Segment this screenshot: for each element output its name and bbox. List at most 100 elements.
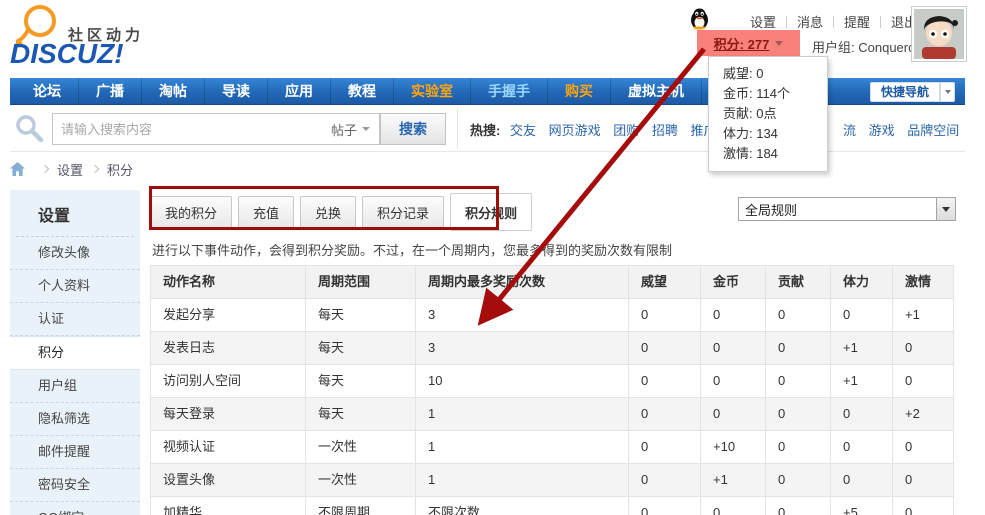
sidebar-item-usergroup[interactable]: 用户组 bbox=[10, 370, 140, 403]
quick-nav-label: 快捷导航 bbox=[869, 82, 940, 102]
site-header: 社区动力 DISCUZ! 设置 消息 提醒 退出 积分: 277 bbox=[0, 0, 985, 172]
cell: +2 bbox=[892, 397, 954, 431]
hot-search-link[interactable]: 流 bbox=[843, 123, 857, 138]
home-icon[interactable] bbox=[10, 162, 25, 176]
cell: 0 bbox=[700, 364, 766, 398]
hot-search-link[interactable]: 游戏 bbox=[868, 123, 895, 138]
sidebar-item-privacy[interactable]: 隐私筛选 bbox=[10, 403, 140, 436]
select-arrow-button[interactable] bbox=[936, 198, 955, 220]
nav-item-apps[interactable]: 应用 bbox=[268, 78, 331, 104]
brand-logo[interactable]: 社区动力 DISCUZ! bbox=[10, 2, 210, 72]
cell: 每天 bbox=[305, 397, 416, 431]
sidebar-item-profile[interactable]: 个人资料 bbox=[10, 270, 140, 303]
cell: 设置头像 bbox=[150, 463, 306, 497]
link-settings[interactable]: 设置 bbox=[750, 15, 777, 30]
rule-scope-value: 全局规则 bbox=[745, 202, 798, 218]
nav-item-handshake[interactable]: 手握手 bbox=[471, 78, 548, 104]
divider bbox=[16, 236, 134, 237]
rule-scope-select[interactable]: 全局规则 bbox=[738, 197, 956, 221]
table-header-row: 动作名称 周期范围 周期内最多奖励次数 威望 金币 贡献 体力 激情 bbox=[150, 265, 954, 299]
cell: 每天 bbox=[305, 364, 416, 398]
breadcrumb: 设置 积分 bbox=[10, 152, 965, 186]
chevron-down-icon bbox=[362, 127, 371, 131]
search-button[interactable]: 搜索 bbox=[380, 113, 446, 145]
cell: 0 bbox=[765, 331, 831, 365]
link-notifications[interactable]: 提醒 bbox=[844, 15, 871, 30]
cell: 3 bbox=[415, 331, 629, 365]
breadcrumb-settings[interactable]: 设置 bbox=[57, 162, 84, 178]
tab-credit-rules[interactable]: 积分规则 bbox=[450, 193, 533, 231]
cell: 0 bbox=[830, 463, 893, 497]
sidebar-item-credits[interactable]: 积分 bbox=[10, 336, 140, 370]
tab-credit-log[interactable]: 积分记录 bbox=[362, 196, 445, 228]
hot-search-link[interactable]: 网页游戏 bbox=[548, 123, 601, 138]
hot-search-link[interactable]: 招聘 bbox=[651, 123, 678, 138]
hot-search-link[interactable]: 团购 bbox=[613, 123, 640, 138]
tab-exchange[interactable]: 兑换 bbox=[300, 196, 357, 228]
tab-recharge[interactable]: 充值 bbox=[238, 196, 295, 228]
cell: 每天 bbox=[305, 331, 416, 365]
sidebar-item-password-security[interactable]: 密码安全 bbox=[10, 469, 140, 502]
quick-nav-button[interactable]: 快捷导航 bbox=[869, 82, 955, 102]
credits-tabs: 我的积分 充值 兑换 积分记录 积分规则 bbox=[150, 192, 538, 236]
stat-passion: 激情: 184 bbox=[723, 146, 778, 161]
nav-item-tutorials[interactable]: 教程 bbox=[331, 78, 394, 104]
cell: 0 bbox=[830, 397, 893, 431]
avatar-image bbox=[914, 9, 964, 59]
cell: 0 bbox=[765, 397, 831, 431]
search-type-select[interactable]: 帖子 bbox=[331, 120, 379, 139]
chevron-down-icon bbox=[942, 206, 950, 212]
qq-icon[interactable] bbox=[690, 8, 709, 30]
cell: 0 bbox=[765, 298, 831, 332]
cell: 0 bbox=[892, 496, 954, 515]
col-stamina: 体力 bbox=[830, 265, 893, 299]
usergroup-row: 用户组: Conqueror bbox=[812, 37, 920, 56]
search-input[interactable] bbox=[53, 121, 331, 137]
credits-link-highlighted[interactable]: 积分: 277 bbox=[697, 30, 800, 56]
cell: 0 bbox=[628, 331, 701, 365]
credits-content: 我的积分 充值 兑换 积分记录 积分规则 全局规则 进行以下事件动作，会得到积分… bbox=[150, 186, 956, 515]
cell: 1 bbox=[415, 430, 629, 464]
rules-description: 进行以下事件动作，会得到积分奖励。不过，在一个周期内，您最多得到的奖励次数有限制 bbox=[152, 243, 673, 258]
breadcrumb-credits[interactable]: 积分 bbox=[107, 162, 134, 178]
nav-item-buy[interactable]: 购买 bbox=[548, 78, 611, 104]
hot-search-link[interactable]: 交友 bbox=[509, 123, 536, 138]
cell: 0 bbox=[628, 364, 701, 398]
nav-item-hosting[interactable]: 虚拟主机 bbox=[611, 78, 702, 104]
sidebar-item-verification[interactable]: 认证 bbox=[10, 303, 140, 336]
cell: 发表日志 bbox=[150, 331, 306, 365]
search-type-value: 帖子 bbox=[331, 122, 358, 138]
hot-search-line-right: 流 游戏 品牌空间 bbox=[843, 120, 968, 139]
nav-item-lab[interactable]: 实验室 bbox=[394, 78, 471, 104]
hot-search-label: 热搜: bbox=[470, 123, 501, 138]
breadcrumb-separator bbox=[90, 164, 100, 174]
table-row: 视频认证 一次性 1 0 +10 0 0 0 bbox=[150, 430, 954, 464]
table-row: 加精华 不限周期 不限次数 0 0 0 +5 0 bbox=[150, 496, 954, 515]
cell: 0 bbox=[628, 397, 701, 431]
link-messages[interactable]: 消息 bbox=[797, 15, 824, 30]
search-icon bbox=[16, 115, 44, 143]
nav-item-guide[interactable]: 导读 bbox=[205, 78, 268, 104]
avatar[interactable] bbox=[911, 6, 967, 62]
cell: +1 bbox=[700, 463, 766, 497]
credits-dropdown-panel: 威望: 0 金币: 114个 贡献: 0点 体力: 134 激情: 184 bbox=[708, 56, 828, 172]
cell: 0 bbox=[765, 463, 831, 497]
nav-item-collections[interactable]: 淘帖 bbox=[142, 78, 205, 104]
col-action: 动作名称 bbox=[150, 265, 306, 299]
cell: 0 bbox=[830, 430, 893, 464]
quick-nav-dropdown[interactable] bbox=[940, 82, 955, 102]
cell: 3 bbox=[415, 298, 629, 332]
tab-my-credits[interactable]: 我的积分 bbox=[150, 196, 233, 228]
cell: +5 bbox=[830, 496, 893, 515]
nav-item-broadcast[interactable]: 广播 bbox=[79, 78, 142, 104]
sidebar-item-avatar[interactable]: 修改头像 bbox=[10, 237, 140, 270]
cell: 0 bbox=[700, 397, 766, 431]
sidebar-item-email-notify[interactable]: 邮件提醒 bbox=[10, 436, 140, 469]
col-max-rewards: 周期内最多奖励次数 bbox=[415, 265, 629, 299]
link-logout[interactable]: 退出 bbox=[891, 15, 918, 30]
sidebar-item-qq-bind[interactable]: QQ绑定 bbox=[10, 502, 140, 515]
nav-item-forum[interactable]: 论坛 bbox=[16, 78, 79, 104]
cell: 0 bbox=[892, 364, 954, 398]
hot-search-link[interactable]: 品牌空间 bbox=[907, 123, 960, 138]
